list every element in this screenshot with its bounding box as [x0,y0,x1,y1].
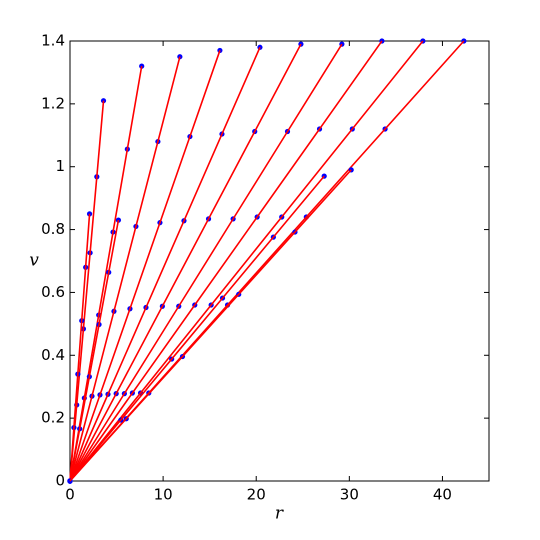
x-axis-label: r [275,504,284,524]
y-tick-label: 1.4 [41,32,65,50]
fit-line [69,213,91,482]
plot-frame [69,40,490,482]
fit-line [69,43,302,482]
fit-line [69,40,383,482]
fit-line [69,175,325,482]
y-tick-label: 1.2 [41,94,65,112]
y-tick-label: 0.8 [41,220,65,238]
x-tick-label: 20 [247,486,266,504]
fit-line [69,219,120,482]
fit-line [69,100,105,482]
fit-line [69,56,181,482]
fit-line [69,40,424,482]
x-tick-label: 40 [433,486,452,504]
y-tick-label: 0.6 [41,283,65,301]
fit-line [69,50,221,482]
fit-line [69,169,352,482]
x-tick-label: 10 [154,486,173,504]
y-tick-label: 0 [55,472,65,490]
fit-line [69,43,343,482]
y-tick-label: 0.2 [41,409,65,427]
y-tick-label: 0.4 [41,346,65,364]
y-tick-label: 1 [55,157,65,175]
fit-line [69,66,143,482]
x-tick-label: 30 [340,486,359,504]
y-axis-label: v [29,251,39,271]
x-tick-label: 0 [65,486,75,504]
fit-line [69,46,261,482]
